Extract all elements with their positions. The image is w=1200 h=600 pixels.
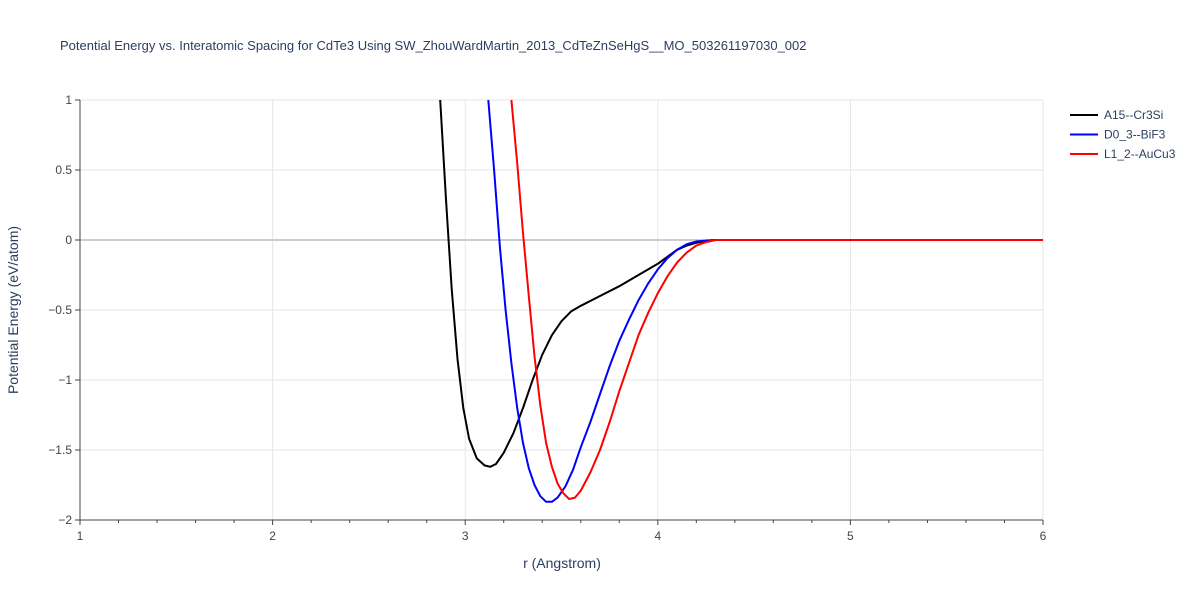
y-tick-label: −1	[58, 373, 72, 387]
chart-title: Potential Energy vs. Interatomic Spacing…	[60, 38, 806, 53]
series-line	[487, 100, 1043, 503]
legend-label: A15--Cr3Si	[1104, 108, 1163, 122]
y-tick-label: 1	[65, 93, 72, 107]
legend-label: L1_2--AuCu3	[1104, 147, 1176, 161]
grid	[79, 99, 1044, 521]
y-axis: 1 0.5 0 −0.5 −1 −1.5 −2	[48, 93, 81, 527]
x-tick-label: 4	[654, 529, 661, 543]
x-tick-label: 5	[847, 529, 854, 543]
legend: A15--Cr3Si D0_3--BiF3 L1_2--AuCu3	[1070, 108, 1176, 161]
legend-label: D0_3--BiF3	[1104, 128, 1166, 142]
y-axis-title: Potential Energy (eV/atom)	[5, 226, 21, 394]
x-axis: 1 2 3 4 5 6	[77, 519, 1047, 543]
y-tick-label: −1.5	[48, 443, 72, 457]
x-tick-label: 1	[77, 529, 84, 543]
x-axis-title: r (Angstrom)	[523, 555, 601, 571]
y-tick-label: 0	[65, 233, 72, 247]
series-line	[510, 100, 1043, 500]
series-line	[439, 100, 1043, 468]
x-tick-label: 2	[269, 529, 276, 543]
y-tick-label: −2	[58, 513, 72, 527]
series-group	[439, 100, 1043, 503]
x-tick-label: 3	[462, 529, 469, 543]
y-tick-label: −0.5	[48, 303, 72, 317]
x-tick-label: 6	[1040, 529, 1047, 543]
y-tick-label: 0.5	[55, 163, 72, 177]
